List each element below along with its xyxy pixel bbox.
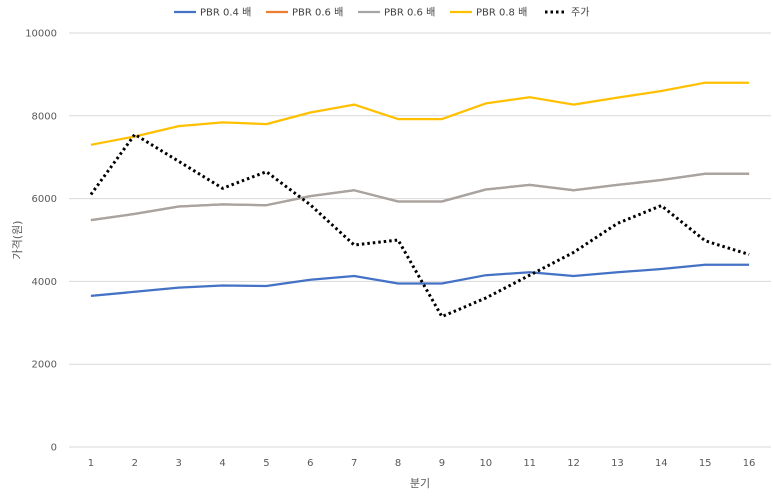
series-line-2 [90, 172, 750, 222]
y-tick-label: 6000 [32, 194, 57, 205]
y-tick-label: 0 [51, 443, 57, 454]
y-tick-label: 8000 [32, 111, 57, 122]
legend-label-3: PBR 0.8 배 [476, 7, 527, 19]
legend-label-4: 주가 [571, 7, 589, 19]
x-tick-label: 12 [567, 458, 580, 469]
x-tick-label: 6 [307, 458, 313, 469]
x-tick-label: 5 [263, 458, 269, 469]
x-tick-label: 1 [88, 458, 94, 469]
x-tick-label: 15 [699, 458, 712, 469]
x-tick-label: 14 [655, 458, 668, 469]
legend-label-2: PBR 0.6 배 [384, 7, 435, 19]
x-axis-title: 분기 [410, 477, 430, 490]
x-axis-ticks: 1 2 3 4 5 6 7 8 9 10 11 12 13 14 15 16 [88, 458, 756, 469]
series-line-0 [90, 263, 750, 298]
x-tick-label: 13 [611, 458, 624, 469]
y-tick-label: 2000 [32, 360, 57, 371]
y-axis-ticks: 0 2000 4000 6000 8000 10000 [25, 29, 57, 454]
y-axis-title: 가격(원) [11, 221, 24, 260]
gridlines [69, 32, 771, 448]
legend-label-0: PBR 0.4 배 [200, 7, 251, 19]
y-tick-label: 4000 [32, 277, 57, 288]
x-tick-label: 2 [132, 458, 138, 469]
x-tick-label: 3 [176, 458, 182, 469]
series-line-3 [90, 81, 750, 146]
x-tick-label: 10 [479, 458, 492, 469]
x-tick-label: 9 [439, 458, 445, 469]
x-tick-label: 16 [743, 458, 756, 469]
x-tick-label: 8 [395, 458, 401, 469]
legend: PBR 0.4 배 PBR 0.6 배 PBR 0.6 배 PBR 0.8 배 주가 [174, 7, 589, 19]
x-tick-label: 7 [351, 458, 357, 469]
x-tick-label: 4 [219, 458, 225, 469]
series-lines [89, 81, 750, 319]
x-tick-label: 11 [523, 458, 536, 469]
legend-label-1: PBR 0.6 배 [292, 7, 343, 19]
y-tick-label: 10000 [25, 29, 57, 40]
series-line-4 [89, 132, 750, 319]
